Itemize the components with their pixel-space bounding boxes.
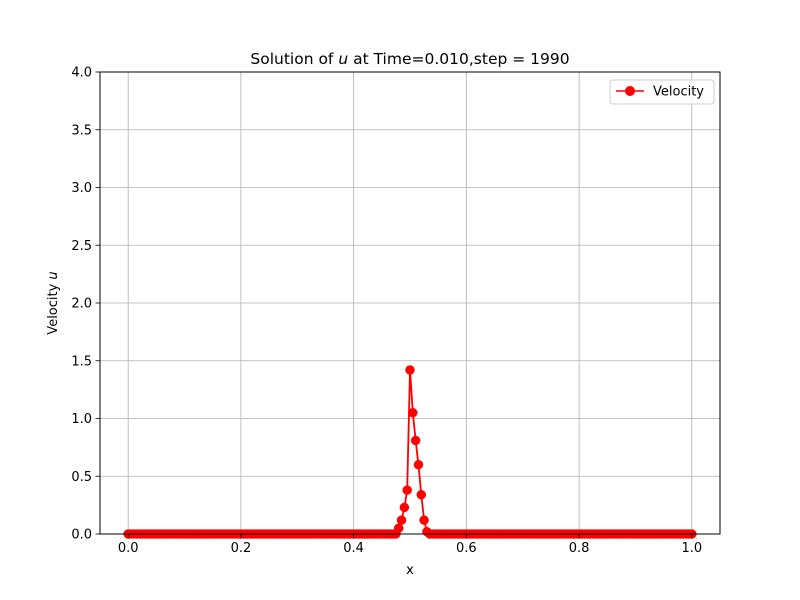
series-velocity [123,365,697,539]
grid [100,71,720,535]
y-tick-label: 1.0 [71,412,92,427]
data-point [405,365,415,375]
y-axis-label: Velocity u [46,271,61,334]
data-point [419,515,429,525]
data-point [393,523,404,533]
y-tick-label: 3.5 [71,123,92,138]
data-point [410,435,421,446]
legend: Velocity [609,79,715,105]
y-tick-label: 4.0 [71,66,92,81]
y-tick-label: 0.0 [71,528,92,543]
series-line [128,369,692,535]
legend-box [609,79,715,105]
chart-title: Solution of u at Time=0.010,step = 1990 [250,50,569,68]
x-tick-label: 1.0 [681,541,702,556]
legend-marker [625,86,635,96]
x-axis: 0.0 0.2 0.4 0.6 0.8 1.0 [118,534,702,556]
data-point [413,459,424,470]
y-tick-label: 1.5 [71,354,92,369]
data-point [399,502,410,513]
y-axis: 0.0 0.5 1.0 1.5 2.0 2.5 3.0 3.5 4.0 [71,66,100,543]
x-tick-label: 0.2 [231,541,252,556]
x-axis-label: x [406,563,414,578]
x-tick-label: 0.6 [456,541,477,556]
data-point [396,515,407,525]
x-tick-label: 0.8 [569,541,590,556]
x-tick-label: 0.4 [343,541,364,556]
legend-label: Velocity [653,85,704,100]
data-point [402,485,412,495]
data-point [408,407,418,418]
y-tick-label: 2.5 [71,239,92,254]
y-tick-label: 2.0 [71,297,92,312]
y-tick-label: 3.0 [71,181,92,196]
data-point [416,489,427,500]
x-tick-label: 0.0 [118,541,139,556]
y-tick-label: 0.5 [71,470,92,485]
